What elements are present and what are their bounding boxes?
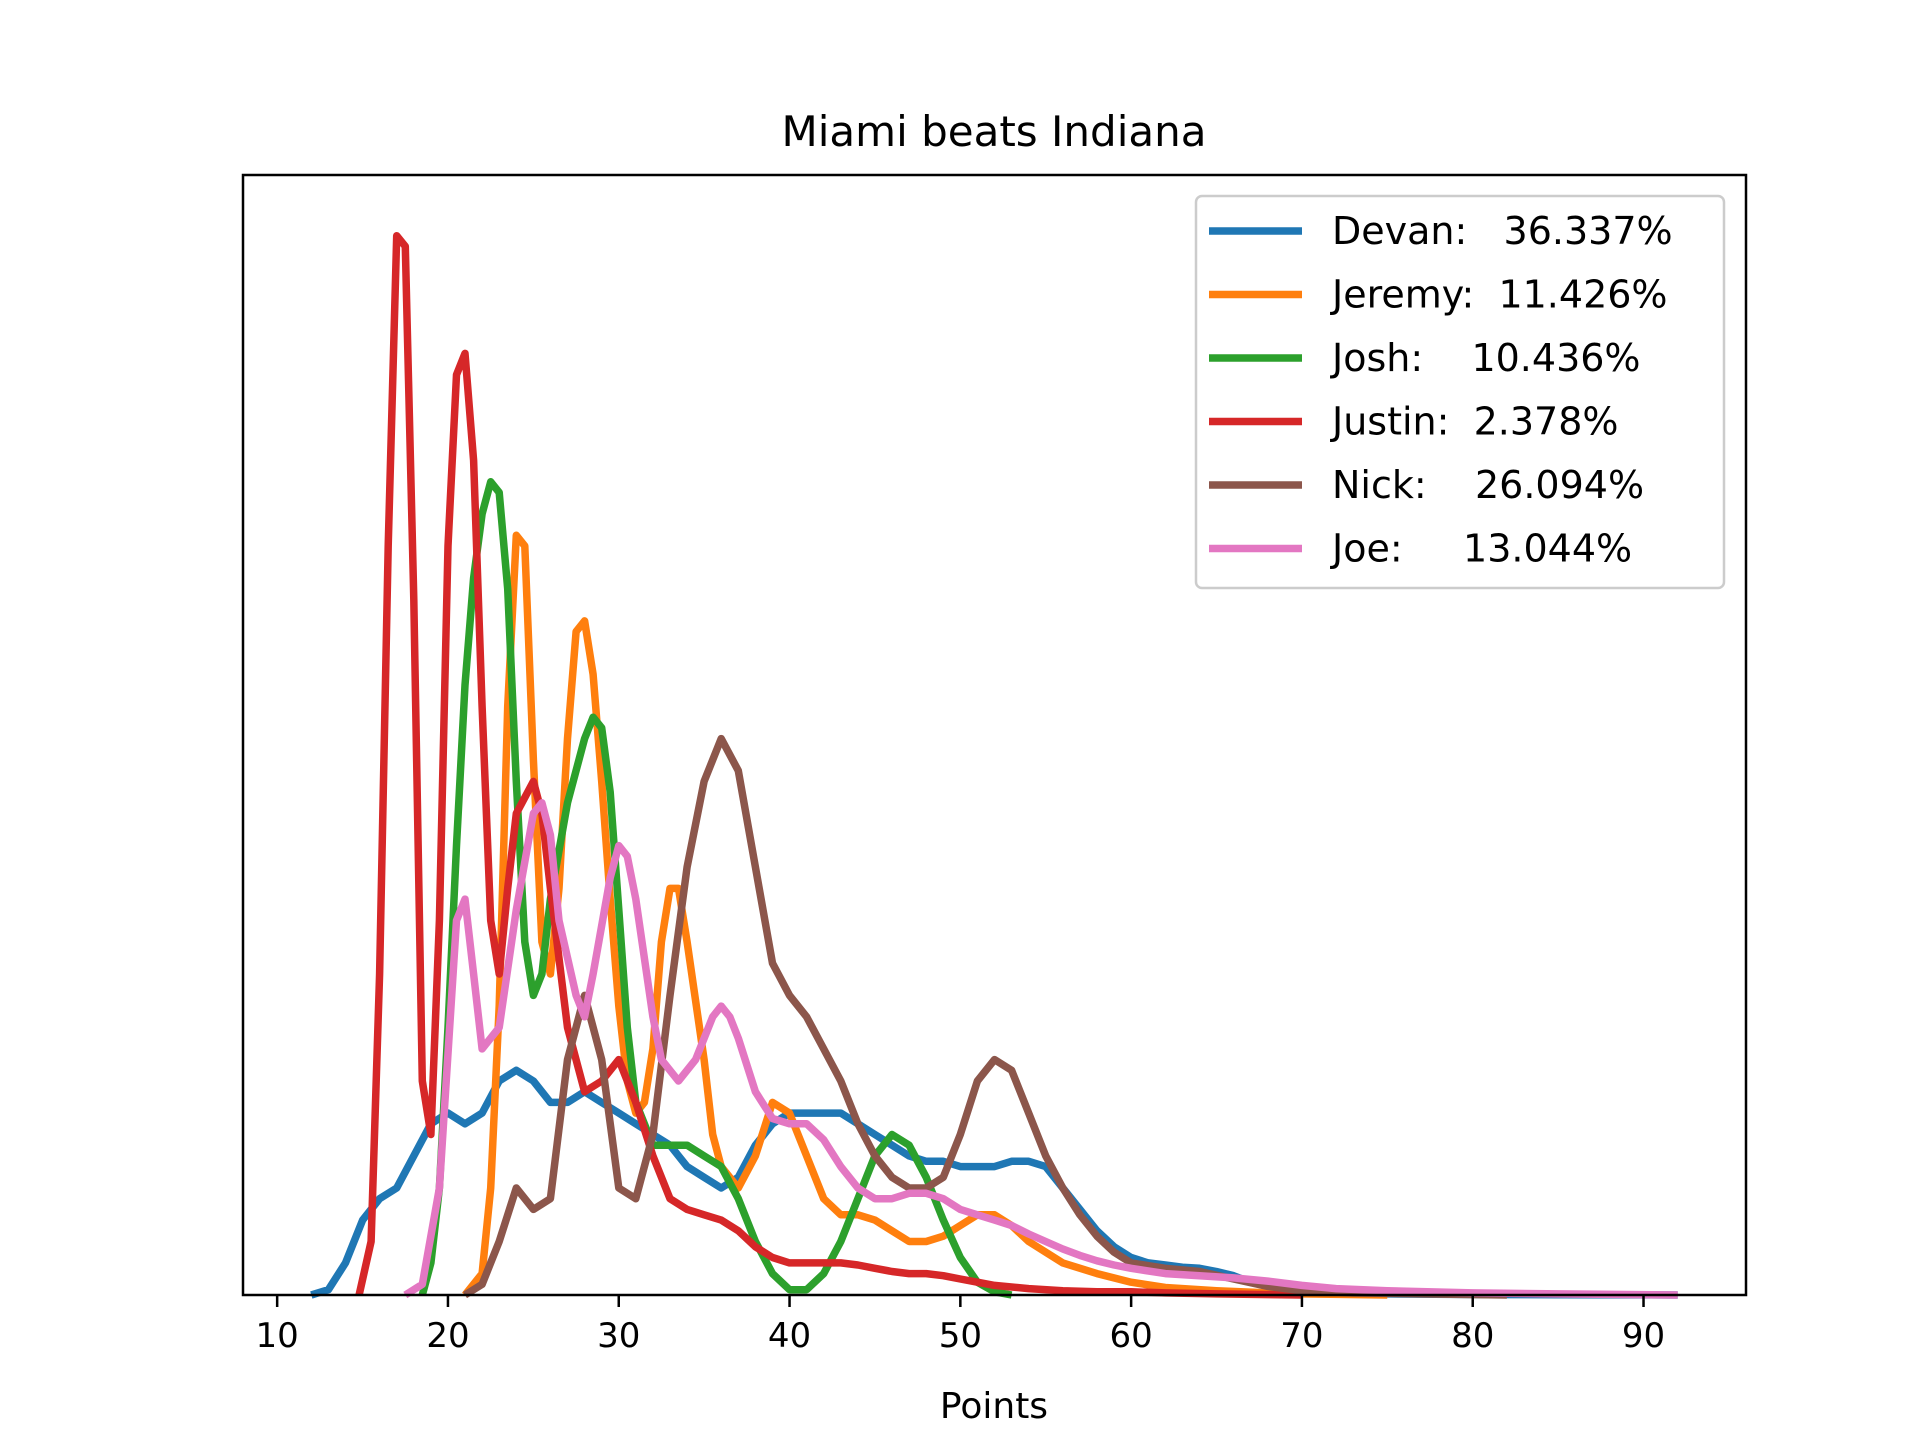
legend-label-3: Justin: 2.378%: [1330, 400, 1618, 444]
x-axis-label: Points: [940, 1386, 1048, 1427]
legend-label-1: Jeremy: 11.426%: [1330, 273, 1668, 317]
x-axis-ticks: 10 20 30 40 50 60 70 80 90: [256, 1295, 1665, 1356]
legend: Devan: 36.337% Jeremy: 11.426% Josh: 10.43…: [1194, 194, 1726, 590]
x-tick-label: 40: [768, 1316, 811, 1356]
series-line-2: [418, 478, 1013, 1299]
series-line-3: [355, 231, 1302, 1299]
legend-label-2: Josh: 10.436%: [1330, 336, 1641, 380]
series-line-1: [462, 531, 1388, 1299]
x-tick-label: 10: [256, 1316, 299, 1356]
x-tick-label: 80: [1451, 1316, 1494, 1356]
x-tick-label: 90: [1622, 1316, 1665, 1356]
x-tick-label: 70: [1280, 1316, 1323, 1356]
legend-label-4: Nick: 26.094%: [1332, 463, 1644, 507]
legend-entries: Devan: 36.337% Jeremy: 11.426% Josh: 10.43…: [1209, 209, 1673, 571]
x-tick-label: 50: [939, 1316, 982, 1356]
legend-label-0: Devan: 36.337%: [1332, 209, 1673, 253]
x-tick-label: 30: [597, 1316, 640, 1356]
chart-title: Miami beats Indiana: [782, 107, 1207, 156]
legend-frame: [1194, 194, 1726, 590]
series-layer: [310, 231, 1678, 1299]
series-line-5: [403, 799, 1678, 1299]
x-tick-label: 20: [426, 1316, 469, 1356]
series-line-4: [463, 734, 1507, 1299]
plot-frame: [241, 173, 1748, 1297]
legend-label-5: Joe: 13.044%: [1330, 527, 1632, 571]
x-tick-label: 60: [1110, 1316, 1153, 1356]
